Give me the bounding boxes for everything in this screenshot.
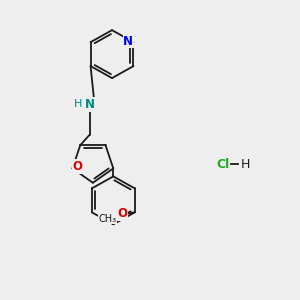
Text: H: H: [74, 100, 82, 110]
Text: N: N: [85, 98, 94, 111]
Text: O: O: [117, 207, 127, 220]
Text: Cl: Cl: [216, 158, 229, 171]
Text: H: H: [241, 158, 250, 171]
Text: O: O: [72, 160, 82, 173]
Text: CH₃: CH₃: [99, 214, 117, 224]
Text: N: N: [123, 35, 133, 48]
